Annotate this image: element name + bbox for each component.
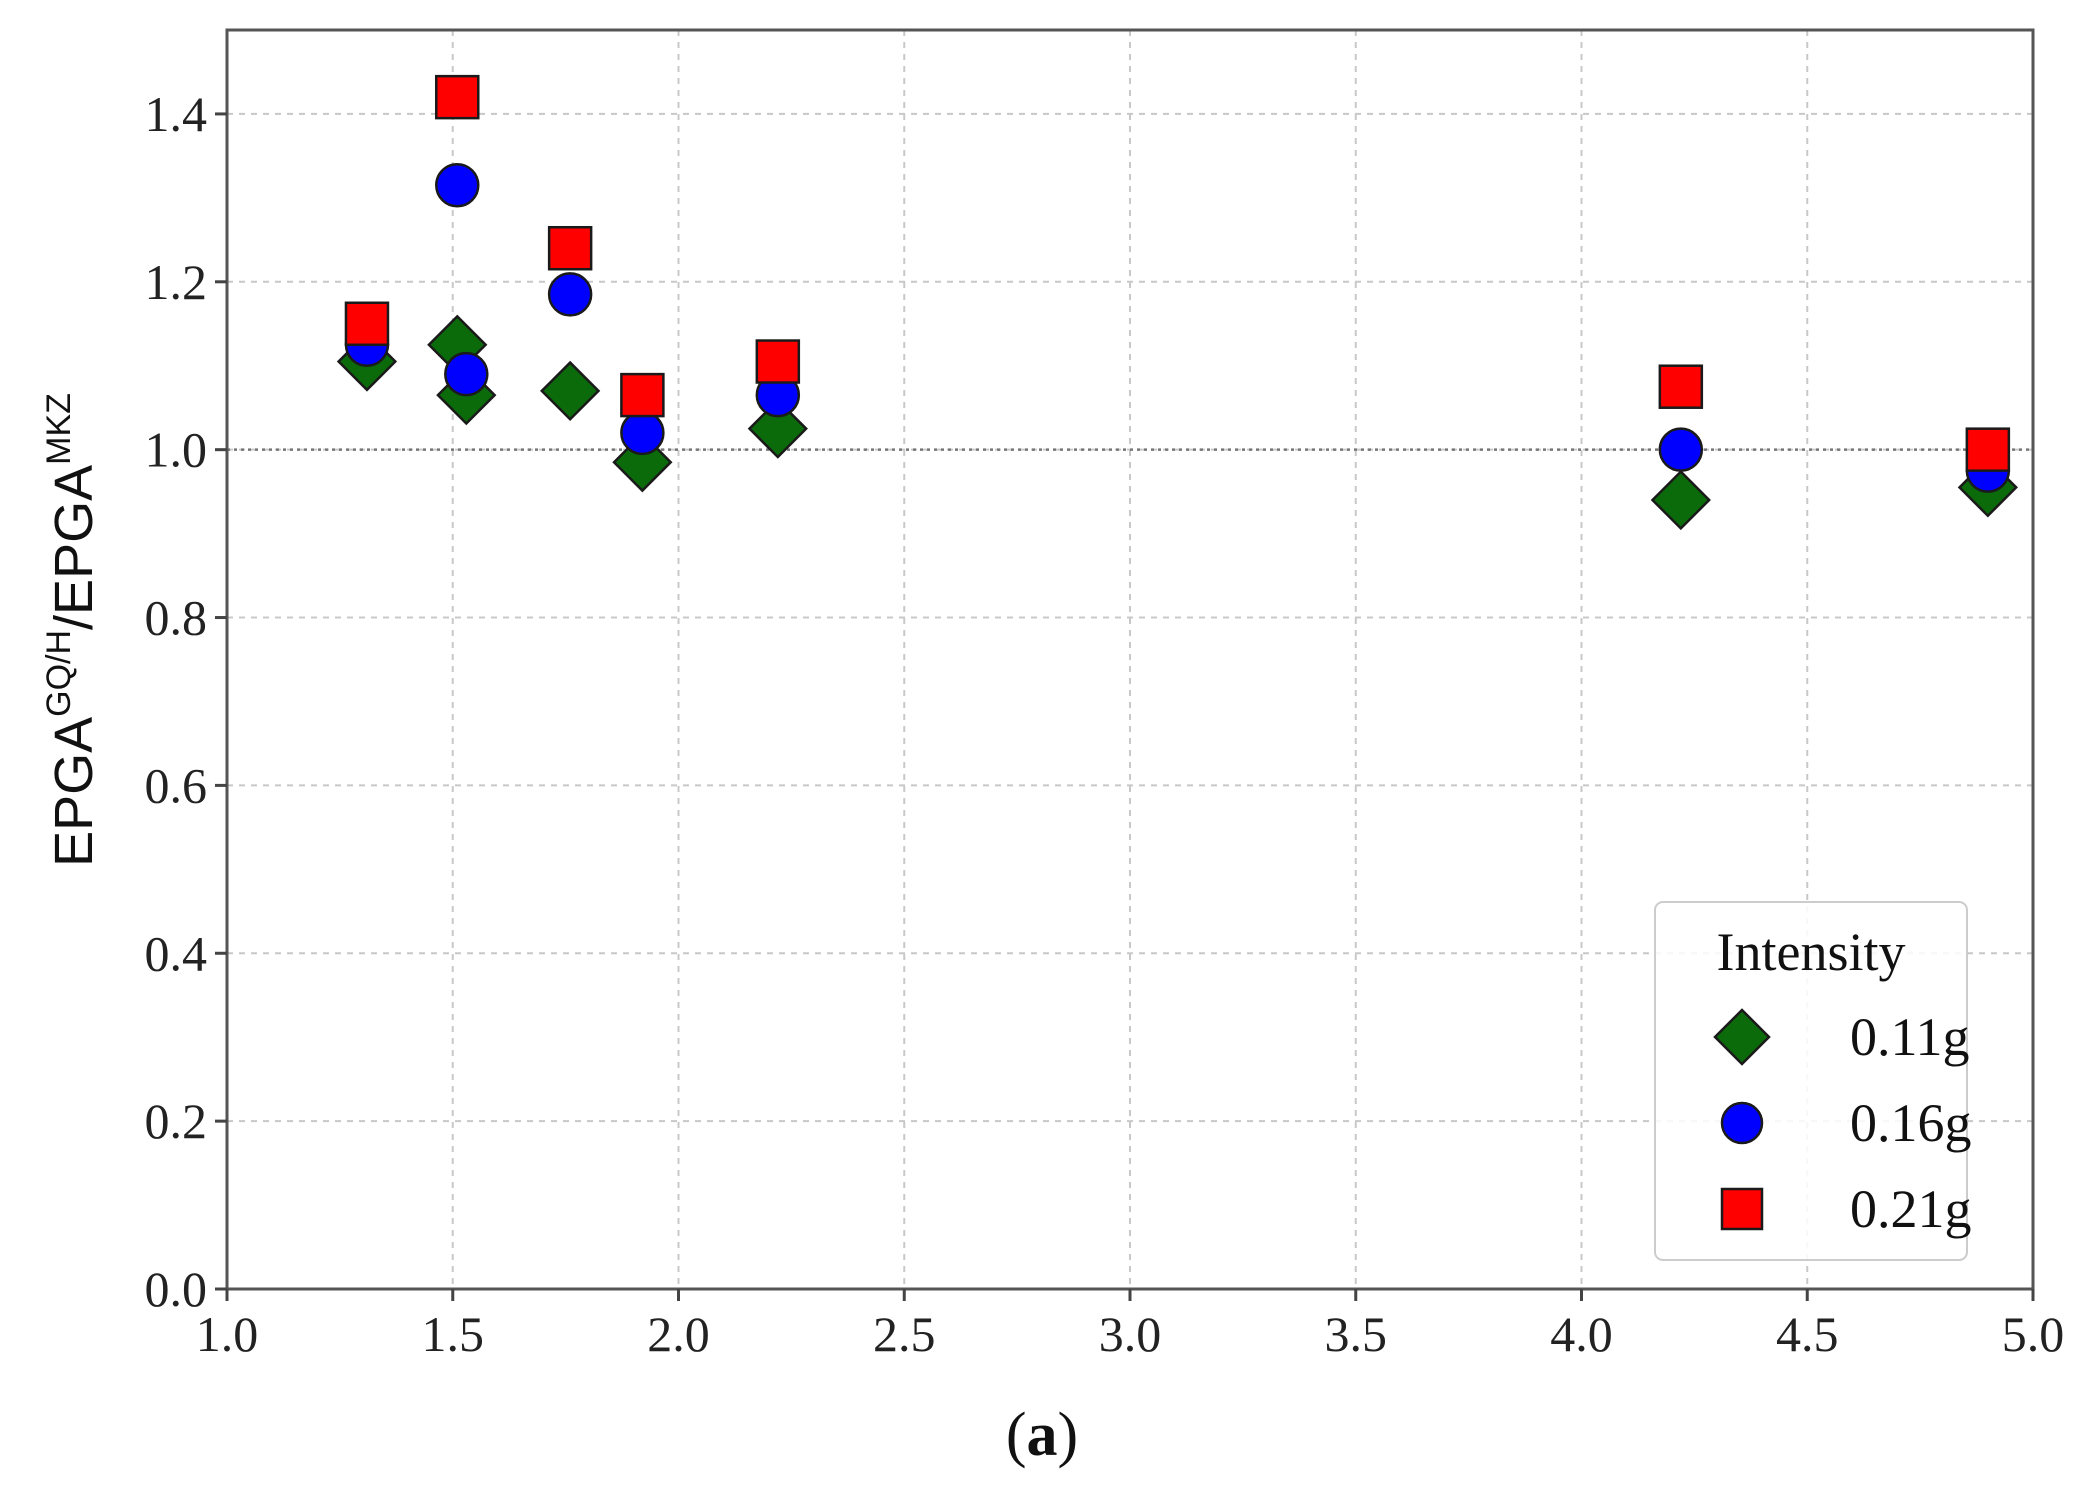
x-tick-label: 3.5: [1325, 1306, 1388, 1362]
figure-caption: (a): [1006, 1401, 1078, 1469]
data-point-square: [344, 301, 390, 347]
y-axis: 0.0 0.2 0.4 0.6 0.8 1.0 1.2 1.4: [145, 86, 227, 1317]
y-tick-label: 0.6: [145, 757, 208, 813]
x-tick-label: 2.0: [647, 1306, 710, 1362]
legend-label: 0.16g: [1850, 1093, 1972, 1153]
y-tick-label: 0.2: [145, 1093, 208, 1149]
y-tick-label: 1.4: [145, 86, 208, 142]
data-point-circle: [620, 410, 665, 456]
x-tick-label: 4.5: [1776, 1306, 1839, 1362]
x-tick-label: 5.0: [2002, 1306, 2065, 1362]
series-0.11g: [336, 314, 2018, 531]
x-tick-label: 1.5: [422, 1306, 485, 1362]
y-tick-label: 0.0: [145, 1261, 208, 1317]
data-point-square: [1965, 427, 2011, 472]
x-tick-label: 2.5: [873, 1306, 936, 1362]
x-axis: 1.0 1.5 2.0 2.5 3.0 3.5 4.0 4.5 5.0: [196, 1289, 2065, 1362]
data-point-diamond: [1650, 469, 1711, 531]
data-point-circle: [1658, 427, 1704, 472]
data-point-circle: [547, 272, 593, 317]
x-tick-label: 3.0: [1099, 1306, 1162, 1362]
legend-marker-circle: [1720, 1101, 1764, 1145]
y-tick-label: 0.8: [145, 590, 208, 646]
legend-marker-diamond: [1713, 1008, 1771, 1066]
data-point-diamond: [747, 398, 808, 459]
legend-marker-square: [1720, 1187, 1764, 1231]
legend-title: Intensity: [1717, 922, 1906, 982]
data-point-square: [547, 225, 593, 271]
data-point-diamond: [540, 360, 601, 422]
y-axis-label: EPGAGQ/H/EPGAMKZ: [40, 393, 104, 867]
y-tick-label: 1.0: [145, 422, 208, 478]
series-0.21g: [344, 74, 2011, 472]
data-point-circle: [435, 163, 480, 208]
y-tick-label: 0.4: [145, 925, 208, 981]
series-0.16g: [344, 163, 2011, 493]
x-tick-label: 1.0: [196, 1306, 259, 1362]
legend: Intensity 0.11g 0.16g 0.21g: [1654, 901, 1972, 1261]
legend-items: 0.11g 0.16g 0.21g: [1713, 1007, 1972, 1239]
data-point-square: [755, 339, 801, 384]
legend-label: 0.21g: [1850, 1179, 1972, 1239]
y-tick-label: 1.2: [145, 254, 208, 310]
data-point-square: [620, 372, 665, 418]
legend-box: [1654, 901, 1968, 1261]
legend-label: 0.11g: [1850, 1007, 1970, 1067]
x-tick-label: 4.0: [1550, 1306, 1613, 1362]
data-point-square: [1658, 364, 1704, 409]
data-points: [336, 74, 2018, 531]
data-point-square: [435, 74, 480, 120]
data-point-circle: [444, 351, 489, 397]
